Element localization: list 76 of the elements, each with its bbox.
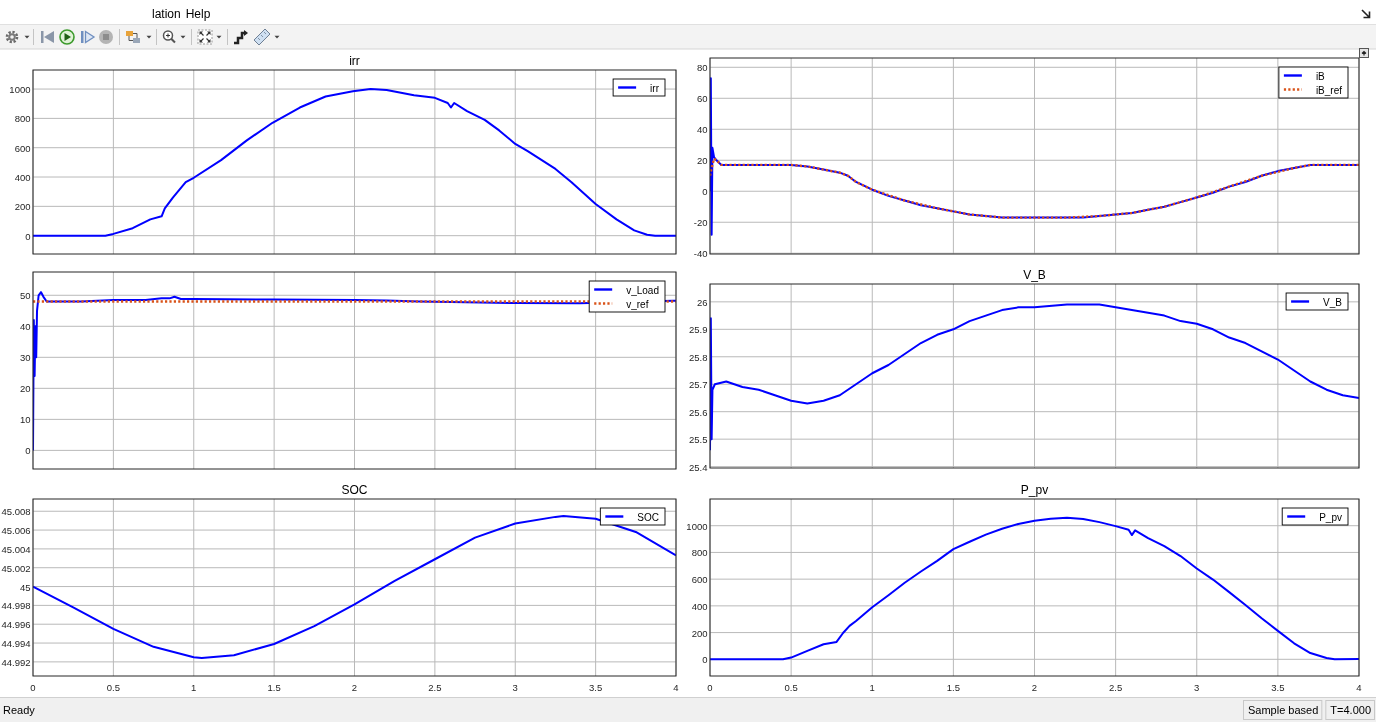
text: Ready: [3, 704, 36, 716]
y-tick-label: 200: [691, 627, 708, 639]
y-tick-label: 800: [14, 112, 31, 124]
legend-label: SOC: [637, 511, 659, 522]
chart-title: SOC: [341, 483, 368, 497]
legend-label: P_pv: [1319, 511, 1342, 522]
y-tick-label: 40: [696, 123, 708, 135]
chart-title: irr: [349, 54, 360, 68]
y-tick-label: 600: [691, 573, 708, 585]
y-tick-label: 25.4: [689, 461, 708, 473]
y-tick-label: 0: [702, 653, 708, 665]
legend-label: v_Load: [626, 284, 659, 295]
y-tick-label: 44.998: [1, 599, 31, 611]
text: Sample based: [1248, 704, 1319, 716]
x-tick-label: 2: [1031, 681, 1038, 693]
y-tick-label: 20: [19, 382, 31, 394]
y-tick-label: 25.5: [689, 433, 708, 445]
y-tick-label: 20: [696, 154, 708, 166]
y-tick-label: 44.996: [1, 618, 31, 630]
y-tick-label: -20: [693, 216, 708, 228]
legend-label: v_ref: [626, 298, 649, 309]
y-tick-label: 50: [19, 289, 31, 301]
y-tick-label: 45.004: [1, 543, 31, 555]
x-tick-label: 4: [1356, 681, 1362, 693]
y-tick-label: 0: [702, 185, 708, 197]
y-tick-label: 1000: [9, 83, 31, 95]
y-tick-label: 600: [14, 142, 31, 154]
x-tick-label: 4: [673, 681, 679, 693]
chart-title: V_B: [1023, 268, 1046, 282]
y-tick-label: 0: [25, 444, 31, 456]
y-tick-label: -40: [693, 247, 708, 259]
x-tick-label: 3: [512, 681, 518, 693]
y-tick-label: 30: [19, 351, 31, 363]
x-tick-label: 2.5: [1109, 681, 1123, 693]
y-tick-label: 80: [696, 61, 708, 73]
text: Help: [185, 7, 211, 21]
y-tick-label: 25.6: [689, 406, 708, 418]
x-tick-label: 2.5: [428, 681, 442, 693]
legend-label: iB: [1315, 70, 1326, 81]
x-tick-label: 1.5: [946, 681, 960, 693]
text: lation: [152, 7, 181, 21]
y-tick-label: 1000: [686, 520, 708, 532]
text: T=4.000: [1330, 704, 1371, 716]
x-tick-label: 1: [869, 681, 875, 693]
y-tick-label: 10: [19, 413, 31, 425]
y-tick-label: 26: [696, 296, 708, 308]
y-tick-label: 44.992: [1, 656, 31, 668]
y-tick-label: 45.002: [1, 562, 31, 574]
x-tick-label: 1.5: [267, 681, 281, 693]
legend-label: iB_ref: [1315, 84, 1343, 95]
x-tick-label: 3.5: [589, 681, 603, 693]
x-tick-label: 0.5: [106, 681, 120, 693]
x-tick-label: 3: [1194, 681, 1200, 693]
y-tick-label: 25.9: [689, 323, 708, 335]
x-tick-label: 2: [351, 681, 358, 693]
x-tick-label: 0.5: [784, 681, 798, 693]
y-tick-label: 200: [14, 200, 31, 212]
legend-label: irr: [650, 82, 660, 93]
line-series: [710, 157, 1359, 219]
y-tick-label: 44.994: [1, 637, 31, 649]
chart-title: P_pv: [1020, 483, 1049, 497]
y-tick-label: 25.8: [689, 351, 708, 363]
x-tick-label: 1: [191, 681, 197, 693]
y-tick-label: 400: [14, 171, 31, 183]
y-tick-label: 45.008: [1, 505, 31, 517]
x-tick-label: 3.5: [1271, 681, 1285, 693]
y-tick-label: 800: [691, 546, 708, 558]
legend-label: V_B: [1323, 296, 1343, 307]
y-tick-label: 25.7: [689, 378, 708, 390]
line-series: [33, 514, 676, 660]
y-tick-label: 45.006: [1, 524, 31, 536]
y-tick-label: 40: [19, 320, 31, 332]
y-tick-label: 60: [696, 92, 708, 104]
y-tick-label: 400: [691, 600, 708, 612]
y-tick-label: 0: [25, 230, 31, 242]
y-tick-label: 45: [19, 581, 31, 593]
